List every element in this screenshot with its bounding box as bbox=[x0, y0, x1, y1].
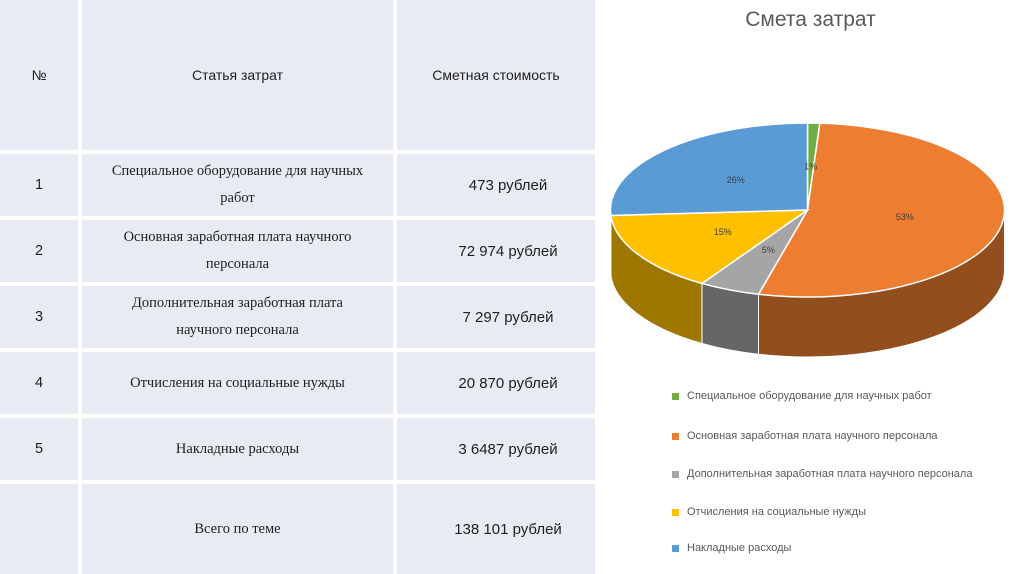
legend-label: Дополнительная заработная плата научного… bbox=[687, 468, 973, 480]
legend-swatch-gray bbox=[672, 470, 679, 478]
pie-percent-label: 53% bbox=[896, 212, 914, 222]
legend-label: Накладные расходы bbox=[687, 542, 792, 554]
row-number-cell: 3 bbox=[0, 286, 78, 348]
header-cell-item: Статья затрат bbox=[82, 0, 393, 150]
pie-slice bbox=[757, 122, 1006, 298]
pie-slice-side bbox=[701, 282, 760, 355]
cost-value-cell: 3 6487 рублей bbox=[397, 418, 595, 480]
legend-swatch-yellow bbox=[672, 508, 679, 516]
cost-value-cell: 20 870 рублей bbox=[397, 352, 595, 414]
pie-slice bbox=[610, 209, 810, 285]
chart-title: Смета затрат bbox=[745, 8, 876, 31]
row-number-cell: 2 bbox=[0, 220, 78, 282]
row-number-cell: 5 bbox=[0, 418, 78, 480]
cost-table: № Статья затрат Сметная стоимость 1 Спец… bbox=[0, 0, 595, 574]
legend-item: Накладные расходы bbox=[672, 542, 791, 554]
pie-percent-label: 5% bbox=[762, 245, 775, 255]
cost-item-cell: Дополнительная заработная плата научного… bbox=[82, 286, 393, 348]
pie-percent-label: 26% bbox=[727, 175, 745, 185]
cost-item-cell: Основная заработная плата научного персо… bbox=[82, 220, 393, 282]
cost-item-cell: Накладные расходы bbox=[82, 418, 393, 480]
pie-slice bbox=[609, 122, 809, 217]
legend-item: Специальное оборудование для научных раб… bbox=[672, 390, 932, 402]
pie-percent-label: 15% bbox=[714, 227, 732, 237]
row-number-cell bbox=[0, 484, 78, 574]
cost-item-cell: Всего по теме bbox=[82, 484, 393, 574]
legend-swatch-green bbox=[672, 392, 679, 400]
cost-value-cell: 72 974 рублей bbox=[397, 220, 595, 282]
cost-item-cell: Специальное оборудование для научных раб… bbox=[82, 154, 393, 216]
header-cell-cost: Сметная стоимость bbox=[397, 0, 595, 150]
cost-value-cell: 473 рублей bbox=[397, 154, 595, 216]
legend-label: Специальное оборудование для научных раб… bbox=[687, 390, 932, 402]
cost-value-cell: 7 297 рублей bbox=[397, 286, 595, 348]
row-number-cell: 1 bbox=[0, 154, 78, 216]
legend-swatch-orange bbox=[672, 432, 679, 440]
legend-swatch-blue bbox=[672, 544, 679, 552]
legend-label: Основная заработная плата научного персо… bbox=[687, 430, 938, 442]
cost-item-cell: Отчисления на социальные нужды bbox=[82, 352, 393, 414]
row-number-cell: 4 bbox=[0, 352, 78, 414]
legend-item: Основная заработная плата научного персо… bbox=[672, 430, 938, 442]
cost-value-cell: 138 101 рублей bbox=[397, 484, 595, 574]
legend-item: Дополнительная заработная плата научного… bbox=[672, 468, 972, 480]
header-cell-number: № bbox=[0, 0, 78, 150]
legend-label: Отчисления на социальные нужды bbox=[687, 506, 866, 518]
legend-item: Отчисления на социальные нужды bbox=[672, 506, 866, 518]
pie-percent-label: 1% bbox=[804, 162, 817, 172]
